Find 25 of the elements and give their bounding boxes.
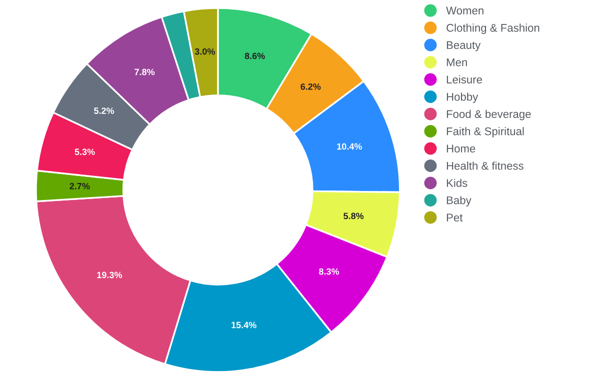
data-label: 8.3%: [318, 268, 340, 275]
data-label: 5.2%: [94, 108, 114, 114]
legend-label: Hobby: [446, 92, 478, 103]
legend-label: Baby: [446, 196, 472, 206]
data-label: 15.4%: [232, 322, 256, 328]
data-label: 2.7%: [70, 182, 90, 190]
data-label: 6.2%: [300, 83, 321, 90]
legend-label: Clothing & Fashion: [446, 24, 540, 34]
legend-label: Men: [446, 58, 467, 66]
legend-label: Health & fitness: [446, 162, 524, 170]
data-label: 8.6%: [244, 52, 265, 60]
legend-label: Beauty: [446, 41, 481, 52]
legend-label: Women: [446, 6, 484, 15]
data-label: 3.0%: [194, 48, 215, 55]
legend-label: Leisure: [446, 75, 482, 84]
legend-label: Kids: [446, 178, 468, 187]
data-label: 5.8%: [344, 212, 364, 220]
data-label: 19.3%: [97, 272, 122, 278]
legend-label: Pet: [446, 214, 463, 222]
data-label: 5.3%: [74, 148, 95, 156]
data-label: 7.8%: [134, 68, 155, 76]
legend-label: Faith & Spiritual: [446, 127, 524, 138]
legend-label: Food & beverage: [446, 110, 531, 120]
legend-label: Home: [446, 144, 476, 152]
data-label: 10.4%: [337, 143, 362, 150]
